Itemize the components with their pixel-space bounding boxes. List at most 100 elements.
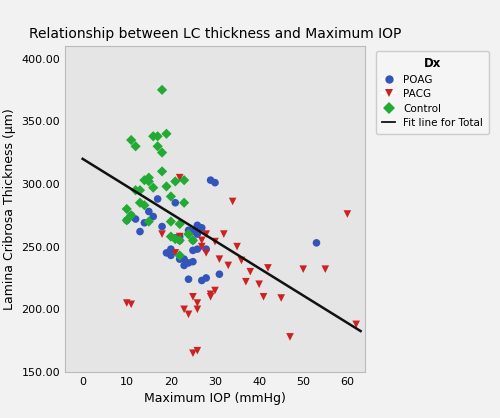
Point <box>176 233 184 240</box>
Point <box>158 231 166 237</box>
Point <box>127 212 135 219</box>
Point <box>167 218 175 225</box>
Point <box>184 260 192 266</box>
Point <box>123 217 131 224</box>
Point <box>180 306 188 313</box>
Point <box>162 130 170 137</box>
Point <box>127 137 135 143</box>
Point <box>158 149 166 156</box>
Point <box>167 193 175 200</box>
Point <box>246 268 254 275</box>
Point <box>145 178 153 185</box>
Point <box>189 237 197 244</box>
Point <box>132 216 140 222</box>
Point <box>145 174 153 181</box>
Point <box>180 262 188 269</box>
Point <box>140 177 148 184</box>
Point <box>189 237 197 244</box>
Point <box>154 196 162 202</box>
Y-axis label: Lamina Cribrosa Thickness (μm): Lamina Cribrosa Thickness (μm) <box>3 108 16 310</box>
Point <box>172 199 179 206</box>
Point <box>194 306 202 313</box>
Point <box>176 237 184 244</box>
Point <box>322 266 330 273</box>
Point <box>184 231 192 237</box>
Point <box>220 231 228 237</box>
Point <box>140 202 148 209</box>
Point <box>202 250 210 256</box>
Point <box>167 246 175 252</box>
Point <box>238 257 246 264</box>
Point <box>228 198 236 205</box>
Point <box>176 256 184 263</box>
X-axis label: Maximum IOP (mmHg): Maximum IOP (mmHg) <box>144 393 286 405</box>
Point <box>194 246 202 252</box>
Point <box>189 350 197 357</box>
Point <box>172 250 179 256</box>
Point <box>198 237 206 244</box>
Point <box>162 250 170 256</box>
Point <box>260 293 268 300</box>
Point <box>194 231 202 237</box>
Point <box>189 293 197 300</box>
Point <box>202 275 210 281</box>
Point <box>198 224 206 231</box>
Point <box>176 237 184 244</box>
Point <box>149 133 157 140</box>
Point <box>149 184 157 191</box>
Point <box>132 143 140 150</box>
Point <box>352 321 360 328</box>
Point <box>145 208 153 215</box>
Point <box>123 300 131 306</box>
Point <box>242 278 250 285</box>
Point <box>255 281 263 288</box>
Point <box>132 187 140 194</box>
Point <box>189 228 197 235</box>
Point <box>224 262 232 269</box>
Point <box>180 256 188 263</box>
Point <box>184 311 192 318</box>
Point <box>158 87 166 93</box>
Point <box>184 231 192 237</box>
Point <box>194 300 202 306</box>
Point <box>216 256 224 263</box>
Point <box>233 243 241 250</box>
Point <box>158 223 166 230</box>
Point <box>149 213 157 220</box>
Point <box>176 233 184 240</box>
Point <box>202 246 210 252</box>
Point <box>206 293 214 300</box>
Point <box>189 258 197 265</box>
Point <box>167 233 175 240</box>
Point <box>206 291 214 298</box>
Point <box>127 301 135 308</box>
Point <box>211 287 219 294</box>
Point <box>211 238 219 245</box>
Point <box>194 347 202 354</box>
Point <box>127 212 135 219</box>
Point <box>123 217 131 224</box>
Point <box>172 178 179 185</box>
Point <box>167 252 175 259</box>
Point <box>136 187 144 194</box>
Point <box>202 231 210 237</box>
Legend: POAG, PACG, Control, Fit line for Total: POAG, PACG, Control, Fit line for Total <box>376 51 490 134</box>
Point <box>140 219 148 226</box>
Title: Relationship between LC thickness and Maximum IOP: Relationship between LC thickness and Ma… <box>29 27 401 41</box>
Point <box>180 199 188 206</box>
Point <box>312 240 320 246</box>
Point <box>180 177 188 184</box>
Point <box>172 236 179 242</box>
Point <box>158 168 166 175</box>
Point <box>136 228 144 235</box>
Point <box>136 199 144 206</box>
Point <box>189 247 197 254</box>
Point <box>123 206 131 212</box>
Point <box>344 211 351 217</box>
Point <box>198 277 206 284</box>
Point <box>216 271 224 278</box>
Point <box>299 266 307 273</box>
Point <box>176 221 184 227</box>
Point <box>176 252 184 259</box>
Point <box>211 179 219 186</box>
